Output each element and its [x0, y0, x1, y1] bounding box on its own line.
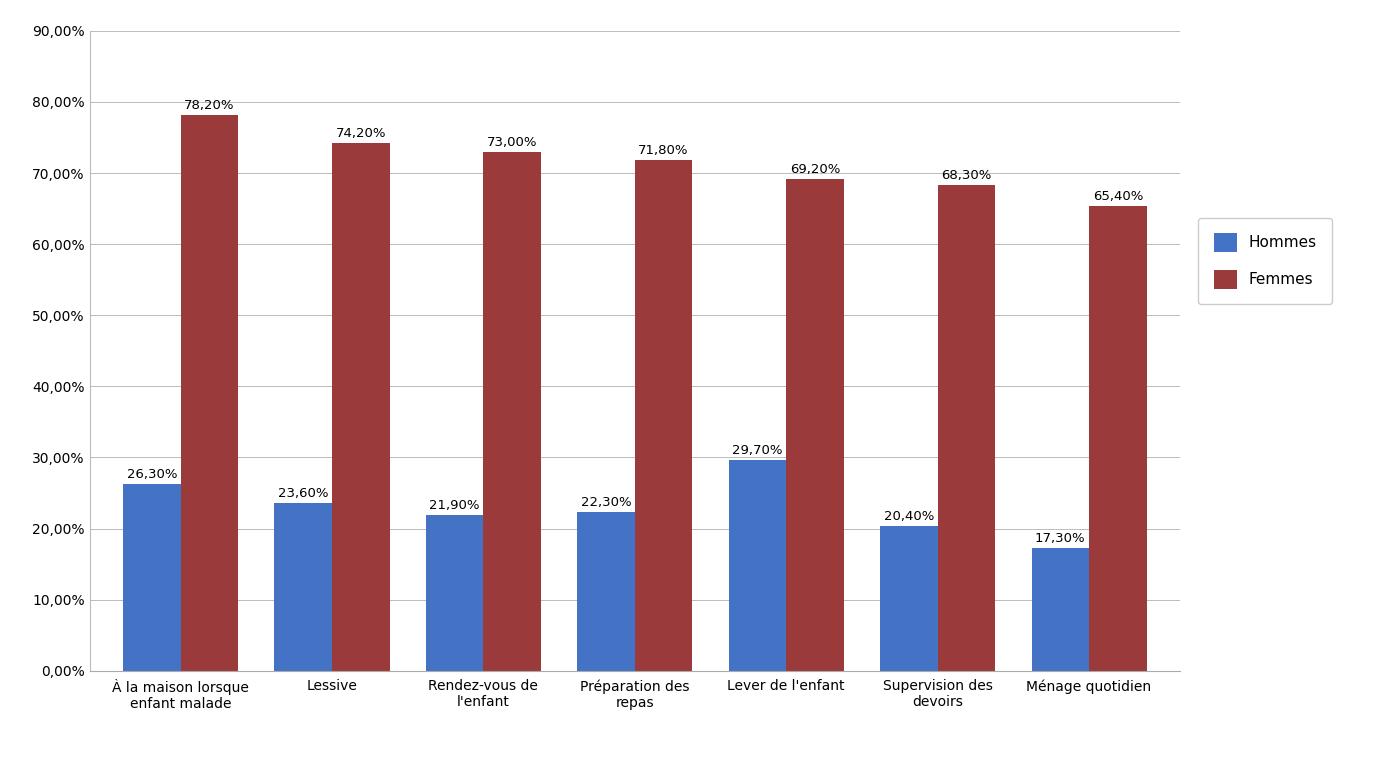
- Bar: [181, 115, 239, 671]
- Bar: [483, 152, 541, 671]
- Bar: [577, 512, 635, 671]
- Text: 71,80%: 71,80%: [639, 144, 689, 157]
- Text: 29,70%: 29,70%: [733, 444, 782, 456]
- Text: 68,30%: 68,30%: [941, 170, 992, 182]
- Text: 65,40%: 65,40%: [1093, 190, 1143, 203]
- Text: 74,20%: 74,20%: [335, 127, 386, 140]
- Legend: Hommes, Femmes: Hommes, Femmes: [1198, 217, 1332, 304]
- Bar: [1031, 547, 1089, 671]
- Bar: [333, 143, 389, 671]
- Bar: [635, 160, 693, 671]
- Text: 73,00%: 73,00%: [487, 136, 537, 149]
- Bar: [426, 515, 483, 671]
- Text: 17,30%: 17,30%: [1035, 532, 1086, 545]
- Text: 69,20%: 69,20%: [789, 163, 840, 176]
- Bar: [729, 460, 787, 671]
- Bar: [787, 179, 843, 671]
- Text: 23,60%: 23,60%: [277, 487, 328, 500]
- Bar: [937, 185, 995, 671]
- Text: 20,40%: 20,40%: [883, 510, 934, 523]
- Bar: [1089, 206, 1147, 671]
- Text: 26,30%: 26,30%: [127, 468, 177, 481]
- Text: 78,20%: 78,20%: [184, 99, 235, 112]
- Text: 22,30%: 22,30%: [581, 497, 631, 510]
- Bar: [880, 526, 937, 671]
- Bar: [123, 483, 181, 671]
- Text: 21,90%: 21,90%: [429, 499, 480, 512]
- Bar: [275, 503, 333, 671]
